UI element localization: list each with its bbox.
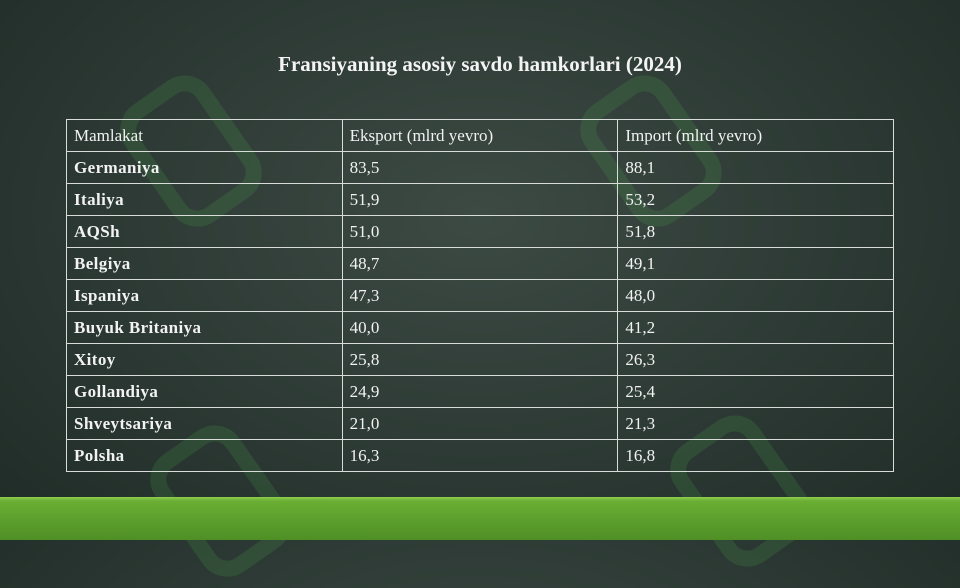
column-header: Import (mlrd yevro) bbox=[617, 119, 894, 152]
value-cell: 83,5 bbox=[341, 151, 619, 184]
country-cell: Polsha bbox=[66, 439, 343, 472]
country-cell: Xitoy bbox=[66, 343, 343, 376]
table-row: Germaniya 83,5 88,1 bbox=[66, 151, 894, 184]
country-cell: Shveytsariya bbox=[66, 407, 343, 440]
value-cell: 48,7 bbox=[341, 247, 619, 280]
value-cell: 51,8 bbox=[617, 215, 894, 248]
value-cell: 16,8 bbox=[617, 439, 894, 472]
value-cell: 47,3 bbox=[341, 279, 619, 312]
table-body: Germaniya 83,5 88,1 Italiya 51,9 53,2 AQSh 51,0… bbox=[66, 151, 894, 472]
header-row: Mamlakat Eksport (mlrd yevro) Import (mlrd… bbox=[66, 119, 894, 152]
country-cell: Ispaniya bbox=[66, 279, 343, 312]
table-row: Xitoy 25,8 26,3 bbox=[66, 343, 894, 376]
table-row: Shveytsariya 21,0 21,3 bbox=[66, 407, 894, 440]
value-cell: 25,4 bbox=[617, 375, 894, 408]
value-cell: 25,8 bbox=[341, 343, 619, 376]
table-row: Gollandiya 24,9 25,4 bbox=[66, 375, 894, 408]
table-row: Ispaniya 47,3 48,0 bbox=[66, 279, 894, 312]
table-row: Belgiya 48,7 49,1 bbox=[66, 247, 894, 280]
value-cell: 16,3 bbox=[341, 439, 619, 472]
value-cell: 53,2 bbox=[617, 183, 894, 216]
table-row: Italiya 51,9 53,2 bbox=[66, 183, 894, 216]
value-cell: 88,1 bbox=[617, 151, 894, 184]
country-cell: Belgiya bbox=[66, 247, 343, 280]
value-cell: 21,3 bbox=[617, 407, 894, 440]
value-cell: 49,1 bbox=[617, 247, 894, 280]
value-cell: 51,0 bbox=[341, 215, 619, 248]
column-header: Mamlakat bbox=[66, 119, 343, 152]
value-cell: 21,0 bbox=[341, 407, 619, 440]
data-table: Mamlakat Eksport (mlrd yevro) Import (mlrd… bbox=[66, 119, 894, 472]
value-cell: 51,9 bbox=[341, 183, 619, 216]
table-row: Polsha 16,3 16,8 bbox=[66, 439, 894, 472]
table-row: AQSh 51,0 51,8 bbox=[66, 215, 894, 248]
value-cell: 40,0 bbox=[341, 311, 619, 344]
value-cell: 41,2 bbox=[617, 311, 894, 344]
footer-band bbox=[0, 497, 960, 540]
country-cell: Gollandiya bbox=[66, 375, 343, 408]
value-cell: 48,0 bbox=[617, 279, 894, 312]
slide-title: Fransiyaning asosiy savdo hamkorlari (20… bbox=[278, 52, 682, 76]
country-cell: Buyuk Britaniya bbox=[66, 311, 343, 344]
value-cell: 26,3 bbox=[617, 343, 894, 376]
value-cell: 24,9 bbox=[341, 375, 619, 408]
country-cell: AQSh bbox=[66, 215, 343, 248]
country-cell: Germaniya bbox=[66, 151, 343, 184]
country-cell: Italiya bbox=[66, 183, 343, 216]
column-header: Eksport (mlrd yevro) bbox=[341, 119, 619, 152]
table-row: Buyuk Britaniya 40,0 41,2 bbox=[66, 311, 894, 344]
